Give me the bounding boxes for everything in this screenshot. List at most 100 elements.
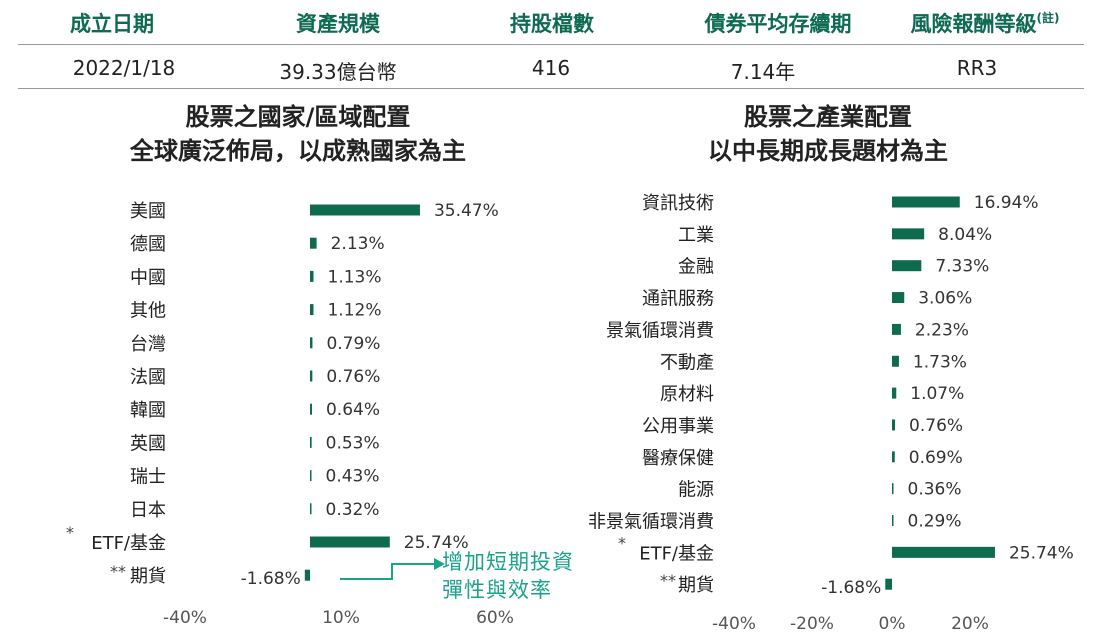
value-label: 1.73%: [913, 352, 967, 372]
country-allocation-title: 股票之國家/區域配置 全球廣泛佈局，以成熟國家為主: [130, 100, 466, 168]
bar: [310, 337, 313, 349]
value-label: 0.79%: [326, 334, 380, 354]
category-label: 英國: [130, 433, 166, 454]
x-tick-label: -40%: [163, 608, 207, 628]
footnote-marker: *: [66, 523, 74, 542]
value-label: 0.64%: [326, 400, 380, 420]
value-label: 1.07%: [910, 384, 964, 404]
category-label: 原材料: [660, 384, 714, 405]
table-bottom-rule: [18, 88, 1084, 89]
bar: [892, 228, 925, 240]
header-divider: [18, 44, 1084, 45]
fund-summary-table: 成立日期 資產規模 持股檔數 債券平均存續期 風險報酬等級(註) 2022/1/…: [0, 0, 1098, 90]
x-tick-label: -20%: [790, 614, 834, 634]
callout-connector: [340, 563, 436, 580]
value-label: 0.69%: [909, 448, 963, 468]
footnote-marker: **: [110, 562, 126, 581]
bar: [310, 403, 312, 415]
value-label: 16.94%: [974, 193, 1039, 213]
category-label: 韓國: [130, 400, 166, 421]
callout-arrowhead-icon: [434, 558, 445, 570]
category-label: 能源: [678, 480, 714, 501]
category-label: 中國: [130, 267, 166, 288]
category-label: 公用事業: [642, 416, 714, 437]
bar: [892, 387, 897, 399]
value-label: -1.68%: [821, 578, 881, 598]
category-label: 其他: [130, 301, 166, 322]
category-label: 瑞士: [130, 467, 166, 488]
sector-allocation-title: 股票之產業配置 以中長期成長題材為主: [708, 100, 948, 168]
category-label: 期貨: [130, 566, 166, 587]
category-label: 德國: [130, 234, 166, 255]
value-label: 0.32%: [326, 500, 380, 520]
fund-size-value: 39.33億台幣: [279, 60, 397, 84]
value-label: 0.53%: [326, 433, 380, 453]
fund-size-header: 資產規模: [296, 12, 380, 36]
bar: [892, 260, 922, 272]
value-label: 7.33%: [935, 257, 989, 277]
bond-duration-value: 7.14年: [730, 60, 796, 84]
bar: [310, 536, 390, 548]
value-label: 0.36%: [908, 480, 962, 500]
value-label: 0.76%: [326, 367, 380, 387]
category-label: 醫療保健: [642, 448, 714, 469]
category-label: 期貨: [678, 575, 714, 596]
value-label: 0.29%: [908, 512, 962, 532]
value-label: 25.74%: [404, 533, 469, 553]
risk-rating-header-label: 風險報酬等級: [910, 12, 1037, 36]
category-label: 金融: [678, 257, 714, 278]
bond-duration-header: 債券平均存續期: [704, 12, 852, 36]
value-label: 8.04%: [938, 225, 992, 245]
bar: [310, 470, 312, 482]
category-label: 法國: [130, 367, 166, 388]
sector-allocation-title-line2: 以中長期成長題材為主: [708, 137, 948, 165]
category-label: 美國: [130, 201, 166, 222]
bar: [892, 546, 995, 558]
bar: [310, 237, 317, 249]
bar: [892, 451, 895, 463]
bar: [892, 355, 899, 367]
bar: [310, 204, 420, 216]
value-label: 0.43%: [326, 467, 380, 487]
x-tick-label: 20%: [951, 614, 989, 634]
value-label: 2.13%: [331, 234, 385, 254]
category-label: 非景氣循環消費: [588, 512, 714, 533]
category-label: ETF/基金: [639, 543, 714, 564]
x-tick-label: 0%: [879, 614, 906, 634]
bar: [892, 419, 896, 431]
holdings-count-header: 持股檔數: [510, 12, 594, 36]
value-label: 1.13%: [328, 267, 382, 287]
category-label: ETF/基金: [91, 533, 166, 554]
value-label: 3.06%: [918, 289, 972, 309]
futures-callout: 增加短期投資 彈性與效率: [442, 548, 574, 604]
risk-rating-note-marker: (註): [1036, 11, 1060, 25]
footnote-marker: **: [660, 571, 676, 590]
category-label: 日本: [130, 500, 166, 521]
value-label: 2.23%: [915, 320, 969, 340]
x-tick-label: 10%: [322, 608, 360, 628]
holdings-count-value: 416: [531, 56, 571, 80]
x-tick-label: -40%: [712, 614, 756, 634]
category-label: 台灣: [130, 334, 166, 355]
category-label: 通訊服務: [642, 289, 714, 310]
x-tick-label: 60%: [476, 608, 514, 628]
category-label: 資訊技術: [642, 193, 714, 214]
country-allocation-title-line1: 股票之國家/區域配置: [185, 103, 411, 131]
value-label: 25.74%: [1009, 543, 1074, 563]
category-label: 景氣循環消費: [606, 320, 714, 341]
value-label: 35.47%: [434, 201, 499, 221]
bar: [892, 196, 960, 208]
inception-date-value: 2022/1/18: [72, 56, 176, 80]
bar: [892, 483, 894, 495]
value-label: -1.68%: [241, 569, 301, 589]
category-label: 不動產: [660, 352, 714, 373]
bar: [310, 503, 312, 515]
bar: [892, 323, 901, 335]
inception-date-header: 成立日期: [70, 12, 154, 36]
bar: [892, 515, 894, 526]
bar: [310, 436, 312, 448]
bar: [310, 270, 314, 282]
risk-rating-header: 風險報酬等級(註): [911, 8, 1060, 38]
sector-allocation-title-line1: 股票之產業配置: [744, 103, 912, 131]
